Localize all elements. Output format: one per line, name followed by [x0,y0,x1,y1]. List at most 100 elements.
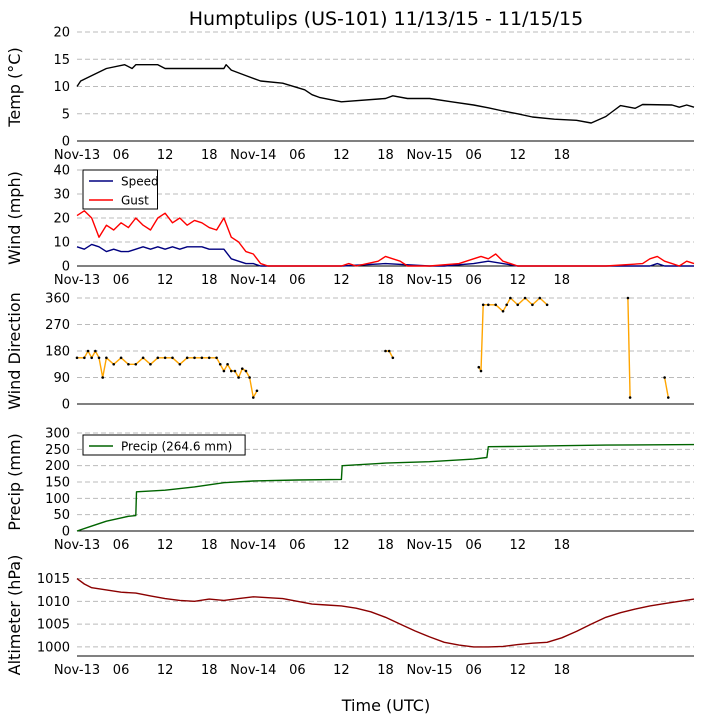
altimeter-x-tick-label: 06 [113,663,130,678]
direction-point [171,356,174,360]
direction-point [127,362,130,366]
direction-point [663,376,666,379]
altimeter-x-tick-label: Nov-14 [230,663,276,678]
temp-y-tick-label: 10 [53,80,70,95]
direction-point [75,356,79,360]
altimeter-y-axis-label: Altimeter (hPa) [5,555,24,676]
wind-series-speed [76,243,694,267]
x-axis-label: Time (UTC) [341,696,430,715]
wind-panel: 0 10 20 30 40 Nov-13 06 12 18 Nov-14 06 12 18 Nov-15 0… [5,164,695,288]
direction-point [545,303,549,307]
direction-point [149,362,152,366]
direction-y-tick-label: 0 [62,398,70,413]
wind-y-axis-label: Wind (mph) [5,171,24,265]
precip-y-tick-label: 50 [53,508,70,523]
temp-x-tick-label: 12 [333,148,350,163]
direction-point [163,356,167,360]
altimeter-x-tick-label: 12 [157,663,174,678]
direction-point [90,356,93,360]
direction-y-axis-label: Wind Direction [5,292,24,410]
altimeter-x-tick-label: Nov-15 [406,663,452,678]
precip-series-precip [76,443,695,532]
altimeter-x-tick-label: 18 [554,663,571,678]
precip-x-tick-label: 06 [113,538,130,553]
direction-point [244,369,248,373]
wind-x-tick-label: Nov-13 [54,273,100,288]
precip-x-tick-label: 18 [377,538,394,553]
figure-title: Humptulips (US-101) 11/13/15 - 11/15/15 [189,8,584,30]
temp-y-tick-label: 5 [62,107,70,122]
direction-point [501,309,505,313]
direction-y-tick-label: 270 [45,318,70,333]
direction-point [494,303,497,307]
precip-x-tick-label: 06 [465,538,482,553]
precip-x-tick-label: 12 [157,538,174,553]
direction-point [237,376,240,379]
direction-point [477,365,481,369]
altimeter-y-tick-label: 1005 [37,618,70,633]
temp-series-line [76,63,695,124]
direction-point [97,356,101,360]
precip-x-tick-label: 12 [333,538,350,553]
temp-x-tick-label: Nov-15 [406,148,452,163]
temp-panel: 0 5 10 15 20 Nov-13 06 12 18 Nov-14 06 12 18 Nov-15 06… [5,26,695,163]
direction-series-line [478,297,548,372]
direction-point [481,303,485,307]
temp-x-tick-label: Nov-13 [54,148,100,163]
precip-y-tick-label: 300 [45,427,70,442]
temp-x-tick-label: Nov-14 [230,148,276,163]
direction-point [185,356,189,360]
direction-point [505,303,508,307]
direction-point [255,389,259,393]
direction-point [86,349,90,353]
temp-x-tick-label: 06 [113,148,130,163]
wind-series-gust [76,210,695,267]
precip-y-tick-label: 250 [45,443,70,458]
wind-y-tick-label: 20 [53,212,70,227]
precip-y-axis-label: Precip (mm) [5,433,24,531]
wind-x-tick-label: Nov-14 [230,273,276,288]
altimeter-x-tick-label: Nov-13 [54,663,100,678]
temp-y-axis-label: Temp (°C) [5,47,24,127]
direction-series-line [627,297,631,398]
precip-y-tick-label: 150 [45,476,70,491]
direction-point [626,296,630,300]
precip-x-tick-label: 18 [201,538,218,553]
altimeter-x-tick-label: 18 [377,663,394,678]
direction-y-tick-label: 90 [53,371,70,386]
direction-point [251,396,255,399]
temp-x-tick-label: 18 [201,148,218,163]
altimeter-x-tick-label: 12 [509,663,526,678]
direction-point [83,356,86,360]
precip-y-tick-label: 0 [62,525,70,540]
direction-point [538,296,542,300]
direction-point [391,356,395,360]
wind-legend-label: Gust [121,194,149,208]
direction-point [94,349,97,353]
temp-y-tick-label: 15 [53,53,70,68]
wind-x-tick-label: 18 [377,273,394,288]
direction-point [523,296,527,300]
wind-x-tick-label: 12 [157,273,174,288]
direction-point [119,356,123,360]
altimeter-x-tick-label: 06 [289,663,306,678]
direction-point [531,303,534,307]
temp-y-tick-label: 20 [53,26,70,41]
altimeter-series-line [76,578,695,648]
precip-x-tick-label: Nov-13 [54,538,100,553]
wind-x-tick-label: 06 [465,273,482,288]
precip-y-tick-label: 200 [45,459,70,474]
direction-point [516,303,520,307]
wind-x-tick-label: 12 [333,273,350,288]
wind-x-tick-label: 18 [201,273,218,288]
wind-y-tick-label: 30 [53,188,70,203]
direction-point [487,303,490,307]
direction-point [156,356,160,360]
wind-legend-box [82,169,158,210]
direction-point [112,362,116,366]
temp-x-tick-label: 18 [554,148,571,163]
direction-point [479,369,483,373]
direction-point [628,396,632,399]
wind-y-tick-label: 10 [53,236,70,251]
